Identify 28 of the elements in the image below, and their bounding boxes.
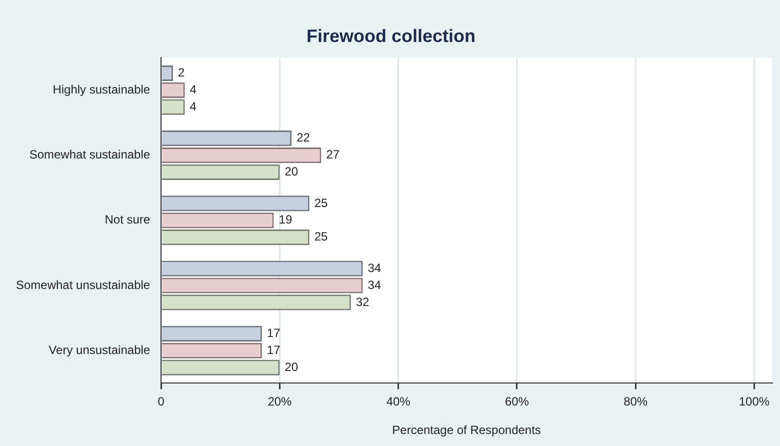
x-tick-label: 80%: [624, 394, 648, 409]
y-tick-label: Very unsustainable: [48, 342, 150, 357]
data-label: 25: [314, 196, 328, 210]
data-label: 20: [284, 360, 298, 374]
data-label: 27: [326, 148, 340, 162]
data-label: 19: [278, 212, 292, 227]
x-axis-title: Percentage of Respondents: [392, 423, 541, 438]
data-label: 4: [190, 82, 197, 96]
y-tick-label: Highly sustainable: [52, 82, 150, 96]
x-tick-label: 100%: [738, 394, 770, 409]
data-label: 32: [356, 294, 370, 309]
x-tick-label: 20%: [268, 394, 292, 409]
y-tick-label: Not sure: [104, 212, 150, 227]
data-label: 17: [266, 342, 281, 357]
data-label: 22: [296, 130, 310, 145]
y-tick-label: Somewhat unsustainable: [16, 278, 150, 292]
x-tick-label: 40%: [386, 394, 411, 409]
data-label: 4: [190, 99, 197, 114]
data-label: 34: [368, 260, 382, 275]
data-label: 17: [266, 326, 281, 340]
chart-title: Firewood collection: [306, 26, 476, 46]
data-label: 20: [284, 164, 298, 179]
x-tick-label: 0: [158, 394, 165, 409]
data-label: 2: [178, 66, 185, 80]
data-label: 34: [368, 278, 382, 292]
x-tick-label: 60%: [504, 394, 530, 409]
y-tick-label: Somewhat sustainable: [29, 148, 150, 162]
data-label: 25: [314, 230, 328, 244]
